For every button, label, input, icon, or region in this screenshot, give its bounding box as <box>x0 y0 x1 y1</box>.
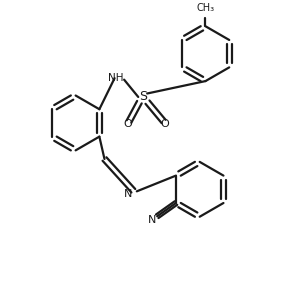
Text: O: O <box>123 119 132 129</box>
Text: N: N <box>124 189 132 199</box>
Text: CH₃: CH₃ <box>197 3 214 13</box>
Text: S: S <box>139 91 147 104</box>
Text: O: O <box>161 119 170 129</box>
Text: N: N <box>148 215 156 225</box>
Text: NH: NH <box>108 73 124 83</box>
